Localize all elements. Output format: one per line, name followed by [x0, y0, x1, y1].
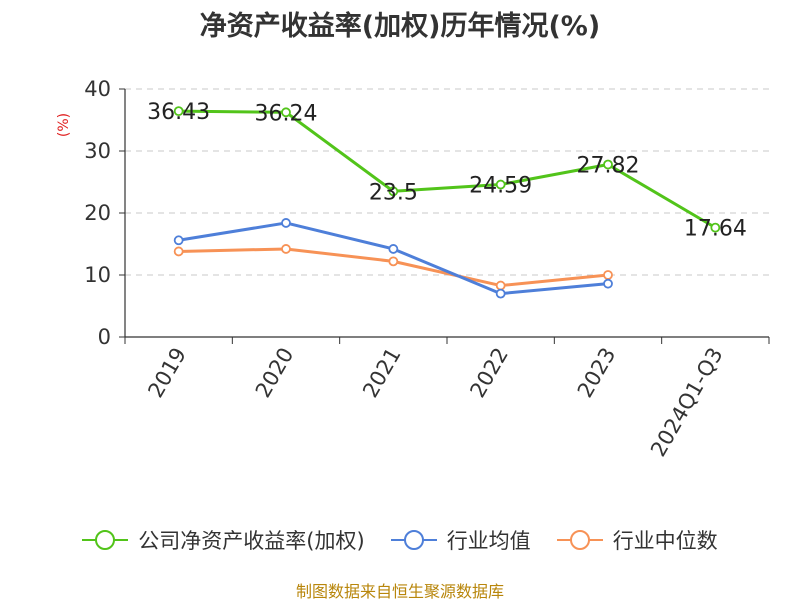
data-point — [603, 278, 613, 289]
legend-label-company: 公司净资产收益率(加权) — [138, 529, 365, 553]
x-tick-label: 2019 — [143, 344, 191, 402]
series-line — [178, 247, 609, 288]
chart-legend: 公司净资产收益率(加权) 行业均值 行业中位数 — [0, 520, 800, 560]
data-label: 36.24 — [255, 101, 318, 126]
y-tick-label: 0 — [98, 325, 111, 349]
data-label: 17.64 — [684, 217, 747, 242]
y-axis-label: (%) — [56, 113, 72, 137]
legend-item-company[interactable]: 公司净资产收益率(加权) — [82, 525, 365, 555]
legend-swatch-median-icon — [556, 530, 603, 550]
data-point — [710, 222, 721, 233]
data-point — [603, 270, 613, 280]
data-point — [173, 246, 184, 257]
y-tick-label: 20 — [84, 201, 111, 225]
chart-title: 净资产收益率(加权)历年情况(%) — [199, 11, 601, 42]
legend-item-industry-mean[interactable]: 行业均值 — [390, 525, 531, 555]
x-tick-label: 2023 — [573, 344, 621, 402]
data-point — [281, 107, 291, 118]
data-label: 24.59 — [469, 174, 532, 199]
data-label: 23.5 — [369, 180, 418, 205]
data-point — [495, 280, 506, 291]
data-label: 36.43 — [147, 100, 210, 125]
y-tick-label: 40 — [84, 77, 111, 101]
legend-item-industry-median[interactable]: 行业中位数 — [556, 525, 718, 555]
x-tick-label: 2020 — [251, 344, 299, 402]
source-footer: 制图数据来自恒生聚源数据库 — [295, 582, 504, 601]
y-tick-label: 10 — [84, 263, 111, 287]
y-tick-label: 30 — [84, 139, 111, 163]
data-point — [173, 235, 184, 246]
legend-label-mean: 行业均值 — [446, 529, 531, 553]
x-tick-label: 2021 — [358, 344, 406, 402]
data-point — [495, 288, 506, 299]
legend-swatch-company-icon — [82, 530, 129, 550]
data-point — [388, 186, 399, 197]
data-point — [388, 256, 399, 267]
data-point — [281, 244, 291, 254]
data-point — [173, 106, 184, 117]
legend-label-median: 行业中位数 — [612, 529, 718, 553]
x-tick-label: 2022 — [465, 343, 513, 401]
legend-swatch-mean-icon — [390, 530, 437, 550]
x-tick-label: 2024Q1-Q3 — [646, 344, 728, 461]
series-line — [178, 109, 717, 229]
data-point — [281, 218, 291, 228]
data-point — [388, 244, 399, 254]
data-point — [495, 179, 506, 190]
data-label: 27.82 — [577, 154, 640, 179]
data-point — [603, 159, 613, 170]
